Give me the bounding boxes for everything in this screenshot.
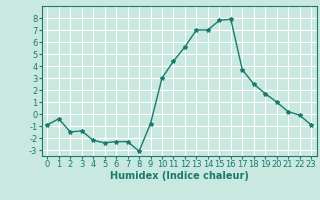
X-axis label: Humidex (Indice chaleur): Humidex (Indice chaleur) xyxy=(110,171,249,181)
